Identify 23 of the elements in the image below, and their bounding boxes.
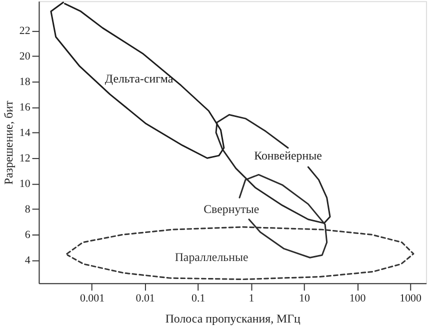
- series-label: Конвейерные: [254, 148, 322, 163]
- x-tick-label: 100: [349, 292, 366, 305]
- x-tick-label: 1: [248, 292, 254, 305]
- y-tick-label: 4: [24, 254, 31, 267]
- y-tick-label: 8: [24, 204, 31, 216]
- y-tick-label: 6: [24, 229, 31, 242]
- x-axis-title: Полоса пропускания, МГц: [165, 311, 302, 326]
- series-label: Свернутые: [204, 202, 260, 216]
- y-axis-title: Разрешение, бит: [1, 100, 16, 185]
- y-tick-label: 16: [19, 102, 31, 114]
- y-tick-label: 22: [19, 24, 30, 37]
- series-label: Дельта-сигма: [104, 71, 174, 86]
- y-tick-label: 18: [19, 76, 31, 88]
- y-tick-label: 14: [19, 127, 31, 140]
- x-tick-label: 1000: [400, 292, 422, 305]
- y-tick-label: 20: [19, 50, 31, 62]
- x-tick-label: 0.01: [136, 292, 155, 305]
- x-tick-label: 0.001: [80, 292, 105, 305]
- y-tick-label: 12: [19, 152, 30, 165]
- series-label: Параллельные: [174, 250, 248, 264]
- x-tick-label: 10: [299, 292, 310, 305]
- x-tick-label: 0.1: [192, 292, 206, 305]
- y-tick-label: 10: [19, 178, 31, 190]
